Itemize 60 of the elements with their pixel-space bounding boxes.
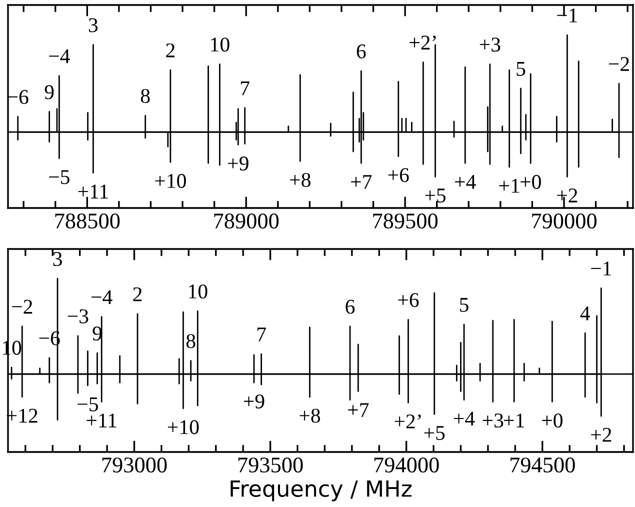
- x-tick-label: 789000: [214, 214, 279, 228]
- annotation: +1: [499, 178, 520, 193]
- annotation: 3: [88, 18, 98, 32]
- annotation: 5: [460, 298, 468, 312]
- annotation: +3: [480, 38, 500, 52]
- x-tick-label: 790000: [532, 214, 596, 228]
- annotation: +1: [504, 414, 524, 428]
- annotation: −5: [49, 170, 70, 184]
- annotation: −4: [92, 290, 112, 304]
- annotation: +2: [591, 428, 612, 442]
- annotation: +2’: [410, 36, 436, 50]
- annotation: 2: [166, 43, 175, 58]
- annotation: +5: [424, 426, 445, 440]
- annotation: +4: [455, 175, 476, 189]
- annotation: 7: [257, 328, 266, 342]
- annotation: 10: [211, 38, 230, 52]
- annotation: 7: [241, 81, 250, 96]
- annotation: +6: [398, 293, 419, 308]
- annotation: +0: [542, 413, 562, 428]
- annotation: +6: [388, 168, 409, 182]
- annotation: 9: [44, 85, 54, 100]
- x-tick-label: 794000: [374, 458, 439, 472]
- annotation: +2’: [394, 414, 421, 428]
- annotation: +4: [454, 412, 475, 426]
- annotation: +11: [78, 184, 108, 198]
- annotation: 2: [133, 287, 142, 302]
- annotation: −3: [68, 309, 88, 324]
- annotation: 8: [186, 334, 196, 348]
- annotation: −2: [12, 300, 32, 314]
- annotation: +11: [86, 414, 116, 428]
- annotation: +2: [557, 188, 578, 202]
- annotation: 4: [580, 306, 590, 320]
- annotation: 10: [189, 284, 208, 298]
- annotation: −4: [49, 49, 70, 64]
- annotation: +10: [168, 420, 199, 434]
- annotation: −1: [557, 8, 578, 22]
- x-tick-label: 794500: [510, 458, 575, 472]
- annotation: 6: [346, 300, 355, 314]
- annotation: +10: [155, 174, 186, 188]
- annotation: 5: [516, 62, 526, 76]
- annotation: +3: [482, 414, 504, 428]
- annotation: 3: [53, 252, 62, 266]
- annotation: +7: [351, 175, 372, 189]
- annotation: +8: [290, 172, 310, 187]
- annotation: +0: [520, 174, 541, 189]
- annotation: −2: [608, 57, 629, 71]
- annotation: +9: [228, 156, 248, 171]
- x-axis-title: Frequency / MHz: [230, 480, 412, 502]
- annotation: 8: [140, 88, 150, 104]
- x-tick-label: 793000: [102, 458, 167, 472]
- annotation: −1: [591, 262, 611, 276]
- annotation: +8: [300, 408, 320, 423]
- x-tick-label: 789500: [373, 214, 438, 228]
- x-tick-label: 793500: [238, 458, 303, 472]
- annotation: +9: [244, 394, 264, 408]
- annotation: 6: [356, 44, 366, 58]
- annotation: +5: [425, 188, 446, 203]
- x-tick-label: 788500: [55, 214, 120, 228]
- annotation: −5: [78, 397, 98, 412]
- annotation: +7: [348, 403, 369, 417]
